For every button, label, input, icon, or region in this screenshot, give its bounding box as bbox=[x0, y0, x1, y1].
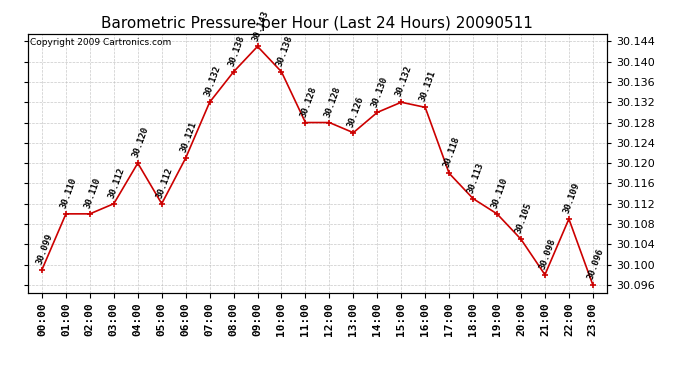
Text: 30.112: 30.112 bbox=[107, 166, 126, 200]
Text: 30.130: 30.130 bbox=[371, 75, 390, 108]
Text: 30.121: 30.121 bbox=[179, 120, 198, 154]
Text: 30.099: 30.099 bbox=[35, 232, 55, 266]
Text: 30.138: 30.138 bbox=[275, 34, 294, 68]
Text: 30.109: 30.109 bbox=[562, 182, 582, 215]
Text: 30.110: 30.110 bbox=[83, 176, 102, 210]
Text: 30.112: 30.112 bbox=[155, 166, 175, 200]
Text: 30.105: 30.105 bbox=[514, 202, 533, 235]
Text: 30.138: 30.138 bbox=[226, 34, 246, 68]
Text: 30.096: 30.096 bbox=[586, 248, 605, 281]
Text: 30.110: 30.110 bbox=[59, 176, 79, 210]
Text: 30.132: 30.132 bbox=[394, 65, 414, 98]
Text: 30.126: 30.126 bbox=[346, 95, 366, 129]
Text: 30.132: 30.132 bbox=[203, 65, 222, 98]
Text: 30.131: 30.131 bbox=[418, 70, 437, 103]
Text: 30.143: 30.143 bbox=[250, 9, 270, 42]
Text: 30.120: 30.120 bbox=[131, 126, 150, 159]
Text: 30.128: 30.128 bbox=[299, 85, 318, 118]
Text: 30.113: 30.113 bbox=[466, 161, 486, 195]
Text: 30.128: 30.128 bbox=[322, 85, 342, 118]
Title: Barometric Pressure per Hour (Last 24 Hours) 20090511: Barometric Pressure per Hour (Last 24 Ho… bbox=[101, 16, 533, 31]
Text: 30.098: 30.098 bbox=[538, 237, 558, 271]
Text: Copyright 2009 Cartronics.com: Copyright 2009 Cartronics.com bbox=[30, 38, 172, 46]
Text: 30.110: 30.110 bbox=[490, 176, 510, 210]
Text: 30.118: 30.118 bbox=[442, 136, 462, 169]
